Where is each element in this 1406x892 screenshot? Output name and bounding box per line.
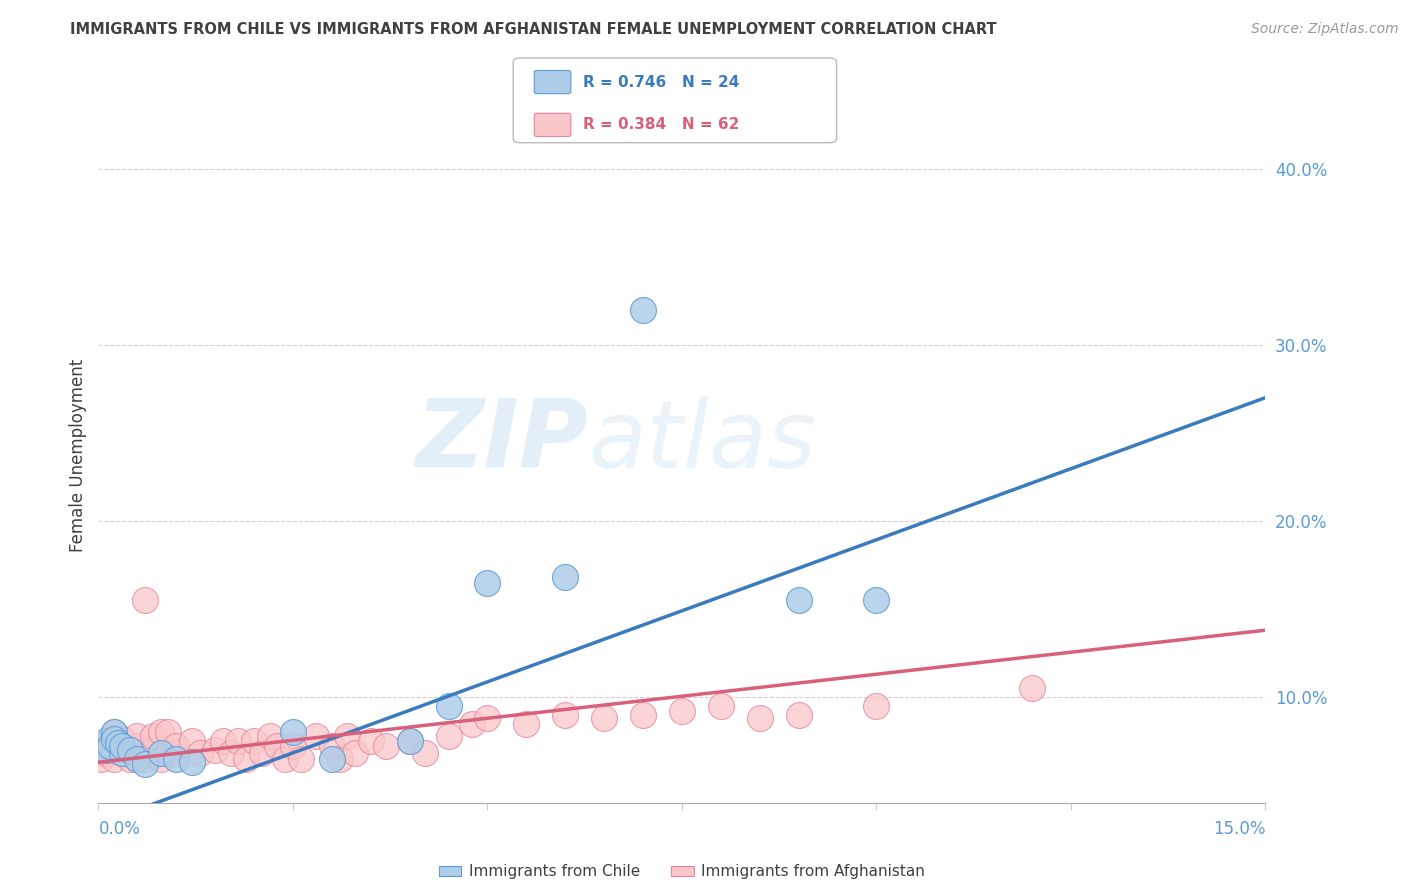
Point xyxy=(118,743,141,757)
Point xyxy=(235,752,257,766)
Point xyxy=(180,756,202,770)
Point xyxy=(165,752,187,766)
Point xyxy=(165,747,187,761)
Point xyxy=(103,743,125,757)
Point xyxy=(515,716,537,731)
Point xyxy=(98,739,121,754)
Point xyxy=(321,752,343,766)
Point xyxy=(1021,681,1043,696)
Point xyxy=(134,757,156,772)
Point xyxy=(329,752,352,766)
Point xyxy=(90,752,112,766)
Point xyxy=(149,725,172,739)
Point xyxy=(103,725,125,739)
Point xyxy=(142,743,165,757)
Point xyxy=(437,729,460,743)
Point xyxy=(127,729,149,743)
Point xyxy=(134,593,156,607)
Point xyxy=(398,734,420,748)
Point xyxy=(787,707,810,722)
Point xyxy=(212,734,235,748)
Point xyxy=(281,725,304,739)
Point xyxy=(149,752,172,766)
Point xyxy=(107,736,129,750)
Point xyxy=(103,725,125,739)
Point xyxy=(91,738,114,752)
Point xyxy=(204,743,226,757)
Point xyxy=(98,734,121,748)
Point xyxy=(344,747,367,761)
Point xyxy=(305,729,328,743)
Point xyxy=(321,739,343,754)
Point xyxy=(250,747,273,761)
Point xyxy=(219,747,242,761)
Point xyxy=(461,716,484,731)
Text: 0.0%: 0.0% xyxy=(98,820,141,838)
Point xyxy=(228,734,250,748)
Point xyxy=(631,707,654,722)
Point xyxy=(96,743,118,757)
Point xyxy=(127,752,149,766)
Point xyxy=(91,743,114,757)
Point xyxy=(437,698,460,713)
Point xyxy=(631,302,654,317)
Text: IMMIGRANTS FROM CHILE VS IMMIGRANTS FROM AFGHANISTAN FEMALE UNEMPLOYMENT CORRELA: IMMIGRANTS FROM CHILE VS IMMIGRANTS FROM… xyxy=(70,22,997,37)
Point xyxy=(375,739,398,754)
Point xyxy=(180,734,202,748)
Point xyxy=(477,575,499,590)
Point xyxy=(710,698,733,713)
Point xyxy=(554,707,576,722)
Point xyxy=(127,739,149,754)
Point xyxy=(787,593,810,607)
Point xyxy=(188,747,211,761)
Point xyxy=(111,739,134,754)
Point xyxy=(554,570,576,584)
Point xyxy=(336,729,359,743)
Y-axis label: Female Unemployment: Female Unemployment xyxy=(69,359,87,551)
Point xyxy=(111,747,134,761)
Point xyxy=(671,704,693,718)
Point xyxy=(165,739,187,754)
Point xyxy=(96,747,118,761)
Point xyxy=(157,725,180,739)
Point xyxy=(398,734,420,748)
Point xyxy=(134,752,156,766)
Point xyxy=(127,752,149,766)
Point xyxy=(111,732,134,747)
Text: R = 0.384   N = 62: R = 0.384 N = 62 xyxy=(583,118,740,132)
Point xyxy=(281,739,304,754)
Point xyxy=(118,752,141,766)
Point xyxy=(413,747,436,761)
Point xyxy=(865,593,887,607)
Point xyxy=(149,747,172,761)
Text: R = 0.746   N = 24: R = 0.746 N = 24 xyxy=(583,75,740,89)
Text: 15.0%: 15.0% xyxy=(1213,820,1265,838)
Point xyxy=(111,739,134,754)
Text: ZIP: ZIP xyxy=(416,395,589,487)
Point xyxy=(593,711,616,725)
Point xyxy=(259,729,281,743)
Point xyxy=(96,734,118,748)
Point xyxy=(103,732,125,747)
Text: atlas: atlas xyxy=(589,395,817,486)
Point xyxy=(865,698,887,713)
Text: Source: ZipAtlas.com: Source: ZipAtlas.com xyxy=(1251,22,1399,37)
Point xyxy=(290,752,312,766)
Point xyxy=(243,734,266,748)
Point xyxy=(118,743,141,757)
Legend: Immigrants from Chile, Immigrants from Afghanistan: Immigrants from Chile, Immigrants from A… xyxy=(433,858,931,886)
Point xyxy=(274,752,297,766)
Point xyxy=(748,711,770,725)
Point xyxy=(157,747,180,761)
Point xyxy=(360,734,382,748)
Point xyxy=(477,711,499,725)
Point xyxy=(142,729,165,743)
Point xyxy=(96,739,118,754)
Point xyxy=(266,739,288,754)
Point xyxy=(103,752,125,766)
Point xyxy=(111,747,134,761)
